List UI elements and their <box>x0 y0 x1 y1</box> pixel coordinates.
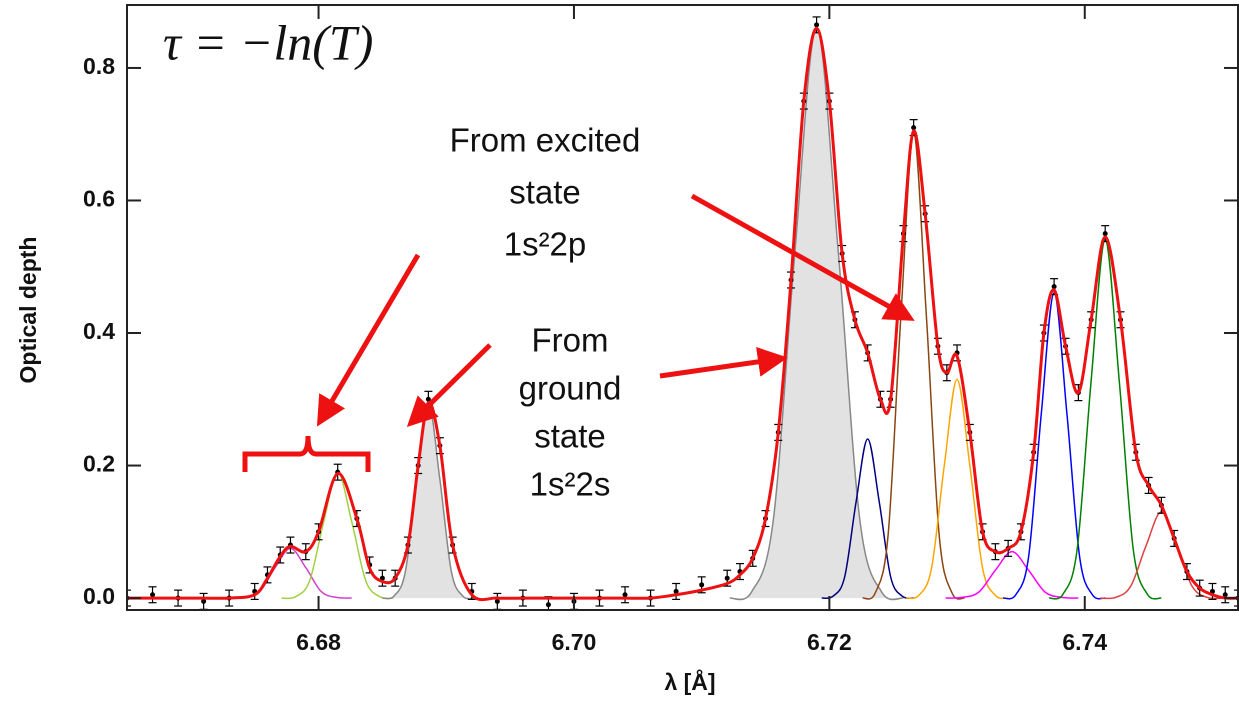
observed-data <box>127 16 1238 610</box>
y-tick-label: 0.8 <box>83 53 115 79</box>
formula: τ = −ln(T) <box>163 14 373 70</box>
annotation-line: 1s²2p <box>504 226 587 263</box>
annotation-ground: From ground state 1s²2s <box>519 322 622 503</box>
arrow <box>659 347 788 379</box>
component-line <box>821 438 914 600</box>
components <box>229 27 1223 601</box>
component-line <box>1048 239 1162 600</box>
x-tick-label: 6.68 <box>296 629 341 655</box>
x-tick-label: 6.74 <box>1062 629 1107 655</box>
fit <box>127 26 1238 602</box>
axes: 0.0 0.2 0.4 0.6 0.8 6.68 6.70 6.72 6.74 <box>83 5 1238 655</box>
data-point <box>911 125 917 131</box>
annotation-line: From excited <box>450 122 641 159</box>
annotation-line: ground <box>519 370 622 407</box>
x-tick-label: 6.72 <box>807 629 852 655</box>
annotation-line: 1s²2s <box>530 466 611 503</box>
data-point <box>724 575 730 581</box>
arrow <box>690 193 915 321</box>
annotation-line: From <box>532 322 609 359</box>
data-point <box>699 582 705 588</box>
y-tick-label: 0.4 <box>83 318 115 344</box>
y-tick-label: 0.0 <box>83 583 115 609</box>
component-line <box>1100 511 1223 600</box>
component-area <box>729 28 904 600</box>
component-line <box>229 547 352 599</box>
data-point <box>545 602 551 608</box>
annotation-excited: From excited state 1s²2p <box>450 122 641 263</box>
arrow <box>406 343 492 428</box>
bracket <box>242 435 371 472</box>
x-axis-label: λ [Å] <box>664 668 715 695</box>
y-axis-label: Optical depth <box>15 237 41 384</box>
component-line <box>905 378 1009 600</box>
plot-frame <box>126 4 1239 611</box>
y-tick-label: 0.2 <box>83 451 115 477</box>
data-point <box>673 588 679 594</box>
data-point <box>1051 284 1057 290</box>
arrow <box>316 253 421 427</box>
data-point <box>1222 592 1228 598</box>
data-point <box>201 598 207 604</box>
fit-line <box>127 26 1238 602</box>
data-point <box>150 592 156 598</box>
data-point <box>622 592 628 598</box>
annotation-line: state <box>509 174 581 211</box>
y-tick-label: 0.6 <box>83 186 115 212</box>
x-tick-label: 6.70 <box>552 629 597 655</box>
data-point <box>814 22 820 28</box>
component-area <box>382 402 475 599</box>
component-line <box>1002 292 1106 600</box>
data-point <box>494 598 500 604</box>
annotation-line: state <box>534 418 606 455</box>
component-line <box>945 550 1079 599</box>
data-point <box>1102 231 1108 237</box>
arrows <box>242 193 915 472</box>
